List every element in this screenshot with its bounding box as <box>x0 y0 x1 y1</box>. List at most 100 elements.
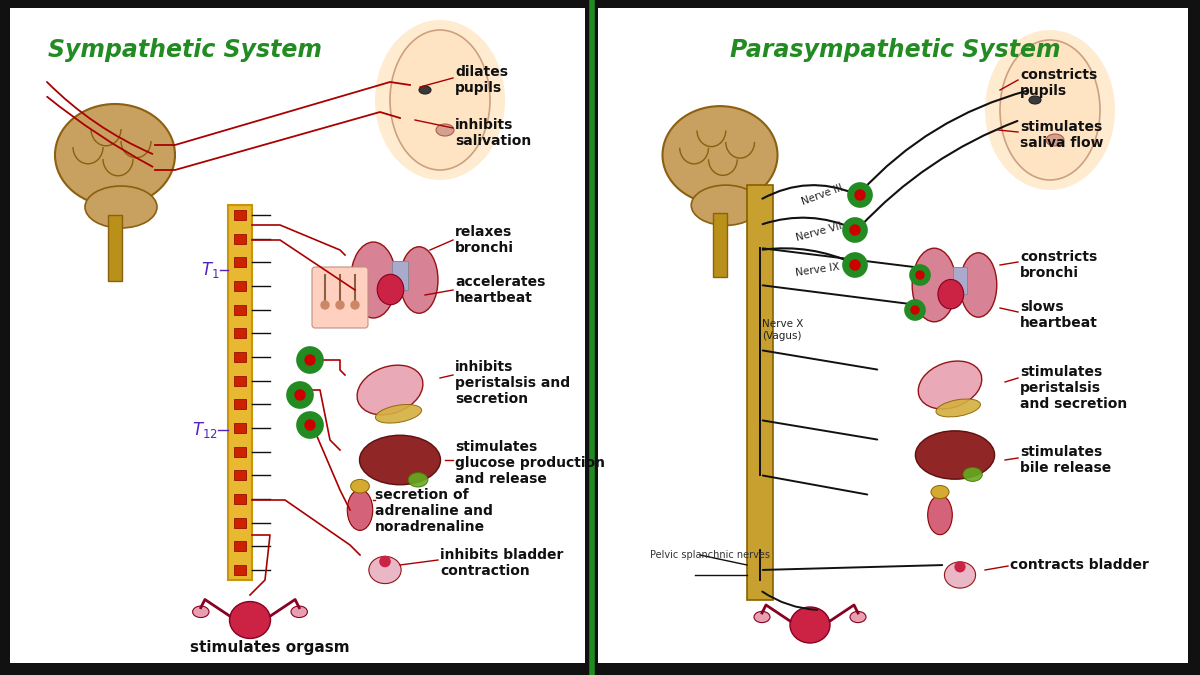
Bar <box>108 215 122 281</box>
Ellipse shape <box>790 607 830 643</box>
Bar <box>234 281 246 291</box>
Text: secretion of
adrenaline and
noradrenaline: secretion of adrenaline and noradrenalin… <box>374 488 493 535</box>
Ellipse shape <box>436 124 454 136</box>
Ellipse shape <box>360 435 440 485</box>
Text: Parasympathetic System: Parasympathetic System <box>730 38 1061 62</box>
Text: stimulates
peristalsis
and secretion: stimulates peristalsis and secretion <box>1020 365 1127 411</box>
Circle shape <box>842 253 866 277</box>
Text: $T_{12}$: $T_{12}$ <box>192 420 218 440</box>
Text: Nerve IX: Nerve IX <box>796 262 840 278</box>
Ellipse shape <box>292 606 307 618</box>
Text: stimulates
saliva flow: stimulates saliva flow <box>1020 120 1104 151</box>
Ellipse shape <box>985 30 1115 190</box>
Ellipse shape <box>1030 96 1042 104</box>
Text: constricts
pupils: constricts pupils <box>1020 68 1097 98</box>
Ellipse shape <box>347 489 373 531</box>
Text: stimulates orgasm: stimulates orgasm <box>190 640 350 655</box>
Ellipse shape <box>662 106 778 204</box>
Ellipse shape <box>400 247 438 313</box>
Circle shape <box>380 556 390 566</box>
Ellipse shape <box>931 485 949 499</box>
Text: Nerve VII: Nerve VII <box>796 221 844 243</box>
Ellipse shape <box>936 399 980 417</box>
Text: inhibits
peristalsis and
secretion: inhibits peristalsis and secretion <box>455 360 570 406</box>
Text: dilates
pupils: dilates pupils <box>455 65 508 95</box>
Circle shape <box>850 225 860 235</box>
Ellipse shape <box>85 186 157 228</box>
Ellipse shape <box>960 253 997 317</box>
Ellipse shape <box>1046 134 1064 146</box>
Ellipse shape <box>938 279 964 309</box>
Bar <box>234 352 246 362</box>
Text: accelerates
heartbeat: accelerates heartbeat <box>455 275 545 305</box>
Ellipse shape <box>55 104 175 206</box>
Circle shape <box>336 301 344 309</box>
Bar <box>234 494 246 504</box>
Circle shape <box>295 390 305 400</box>
Circle shape <box>854 190 865 200</box>
Circle shape <box>287 382 313 408</box>
Text: Pelvic splanchnic nerves: Pelvic splanchnic nerves <box>650 550 770 560</box>
Ellipse shape <box>928 495 953 535</box>
Circle shape <box>298 412 323 438</box>
Text: inhibits bladder
contraction: inhibits bladder contraction <box>440 548 563 578</box>
Bar <box>234 376 246 385</box>
Text: relaxes
bronchi: relaxes bronchi <box>455 225 514 255</box>
Ellipse shape <box>916 431 995 479</box>
Ellipse shape <box>1000 40 1100 180</box>
Circle shape <box>916 271 924 279</box>
Circle shape <box>910 265 930 285</box>
Text: inhibits
salivation: inhibits salivation <box>455 118 532 148</box>
Circle shape <box>305 420 314 430</box>
Ellipse shape <box>408 472 428 487</box>
Ellipse shape <box>374 20 505 180</box>
Ellipse shape <box>944 562 976 588</box>
Ellipse shape <box>754 612 770 622</box>
Circle shape <box>298 347 323 373</box>
Circle shape <box>955 562 965 572</box>
Bar <box>228 205 252 580</box>
Text: constricts
bronchi: constricts bronchi <box>1020 250 1097 280</box>
Bar <box>234 565 246 575</box>
Ellipse shape <box>390 30 490 170</box>
Circle shape <box>911 306 919 314</box>
Ellipse shape <box>368 556 401 584</box>
Ellipse shape <box>350 479 370 493</box>
Ellipse shape <box>962 467 983 481</box>
Ellipse shape <box>358 365 422 415</box>
Text: Sympathetic System: Sympathetic System <box>48 38 322 62</box>
Bar <box>234 470 246 481</box>
Ellipse shape <box>350 242 396 318</box>
Bar <box>234 257 246 267</box>
FancyBboxPatch shape <box>312 267 368 328</box>
Bar <box>234 518 246 528</box>
Circle shape <box>905 300 925 320</box>
Bar <box>10 8 586 663</box>
Text: $T_1$: $T_1$ <box>202 260 220 280</box>
Bar <box>746 185 773 600</box>
Circle shape <box>352 301 359 309</box>
Ellipse shape <box>918 361 982 409</box>
Text: contracts bladder: contracts bladder <box>1010 558 1148 572</box>
Ellipse shape <box>691 185 761 225</box>
Ellipse shape <box>193 606 209 618</box>
Text: stimulates
glucose production
and release: stimulates glucose production and releas… <box>455 440 605 487</box>
Bar <box>234 328 246 338</box>
Bar <box>234 234 246 244</box>
Ellipse shape <box>229 601 270 639</box>
Bar <box>713 213 727 277</box>
Bar <box>392 261 408 290</box>
Ellipse shape <box>377 274 403 304</box>
Text: Nerve X
(Vagus): Nerve X (Vagus) <box>762 319 803 341</box>
Circle shape <box>850 260 860 270</box>
Bar <box>234 210 246 220</box>
Ellipse shape <box>850 612 866 622</box>
Circle shape <box>848 183 872 207</box>
Bar <box>234 447 246 457</box>
Bar <box>234 423 246 433</box>
Text: slows
heartbeat: slows heartbeat <box>1020 300 1098 330</box>
Circle shape <box>305 355 314 365</box>
Circle shape <box>322 301 329 309</box>
Ellipse shape <box>419 86 431 94</box>
Bar <box>234 304 246 315</box>
